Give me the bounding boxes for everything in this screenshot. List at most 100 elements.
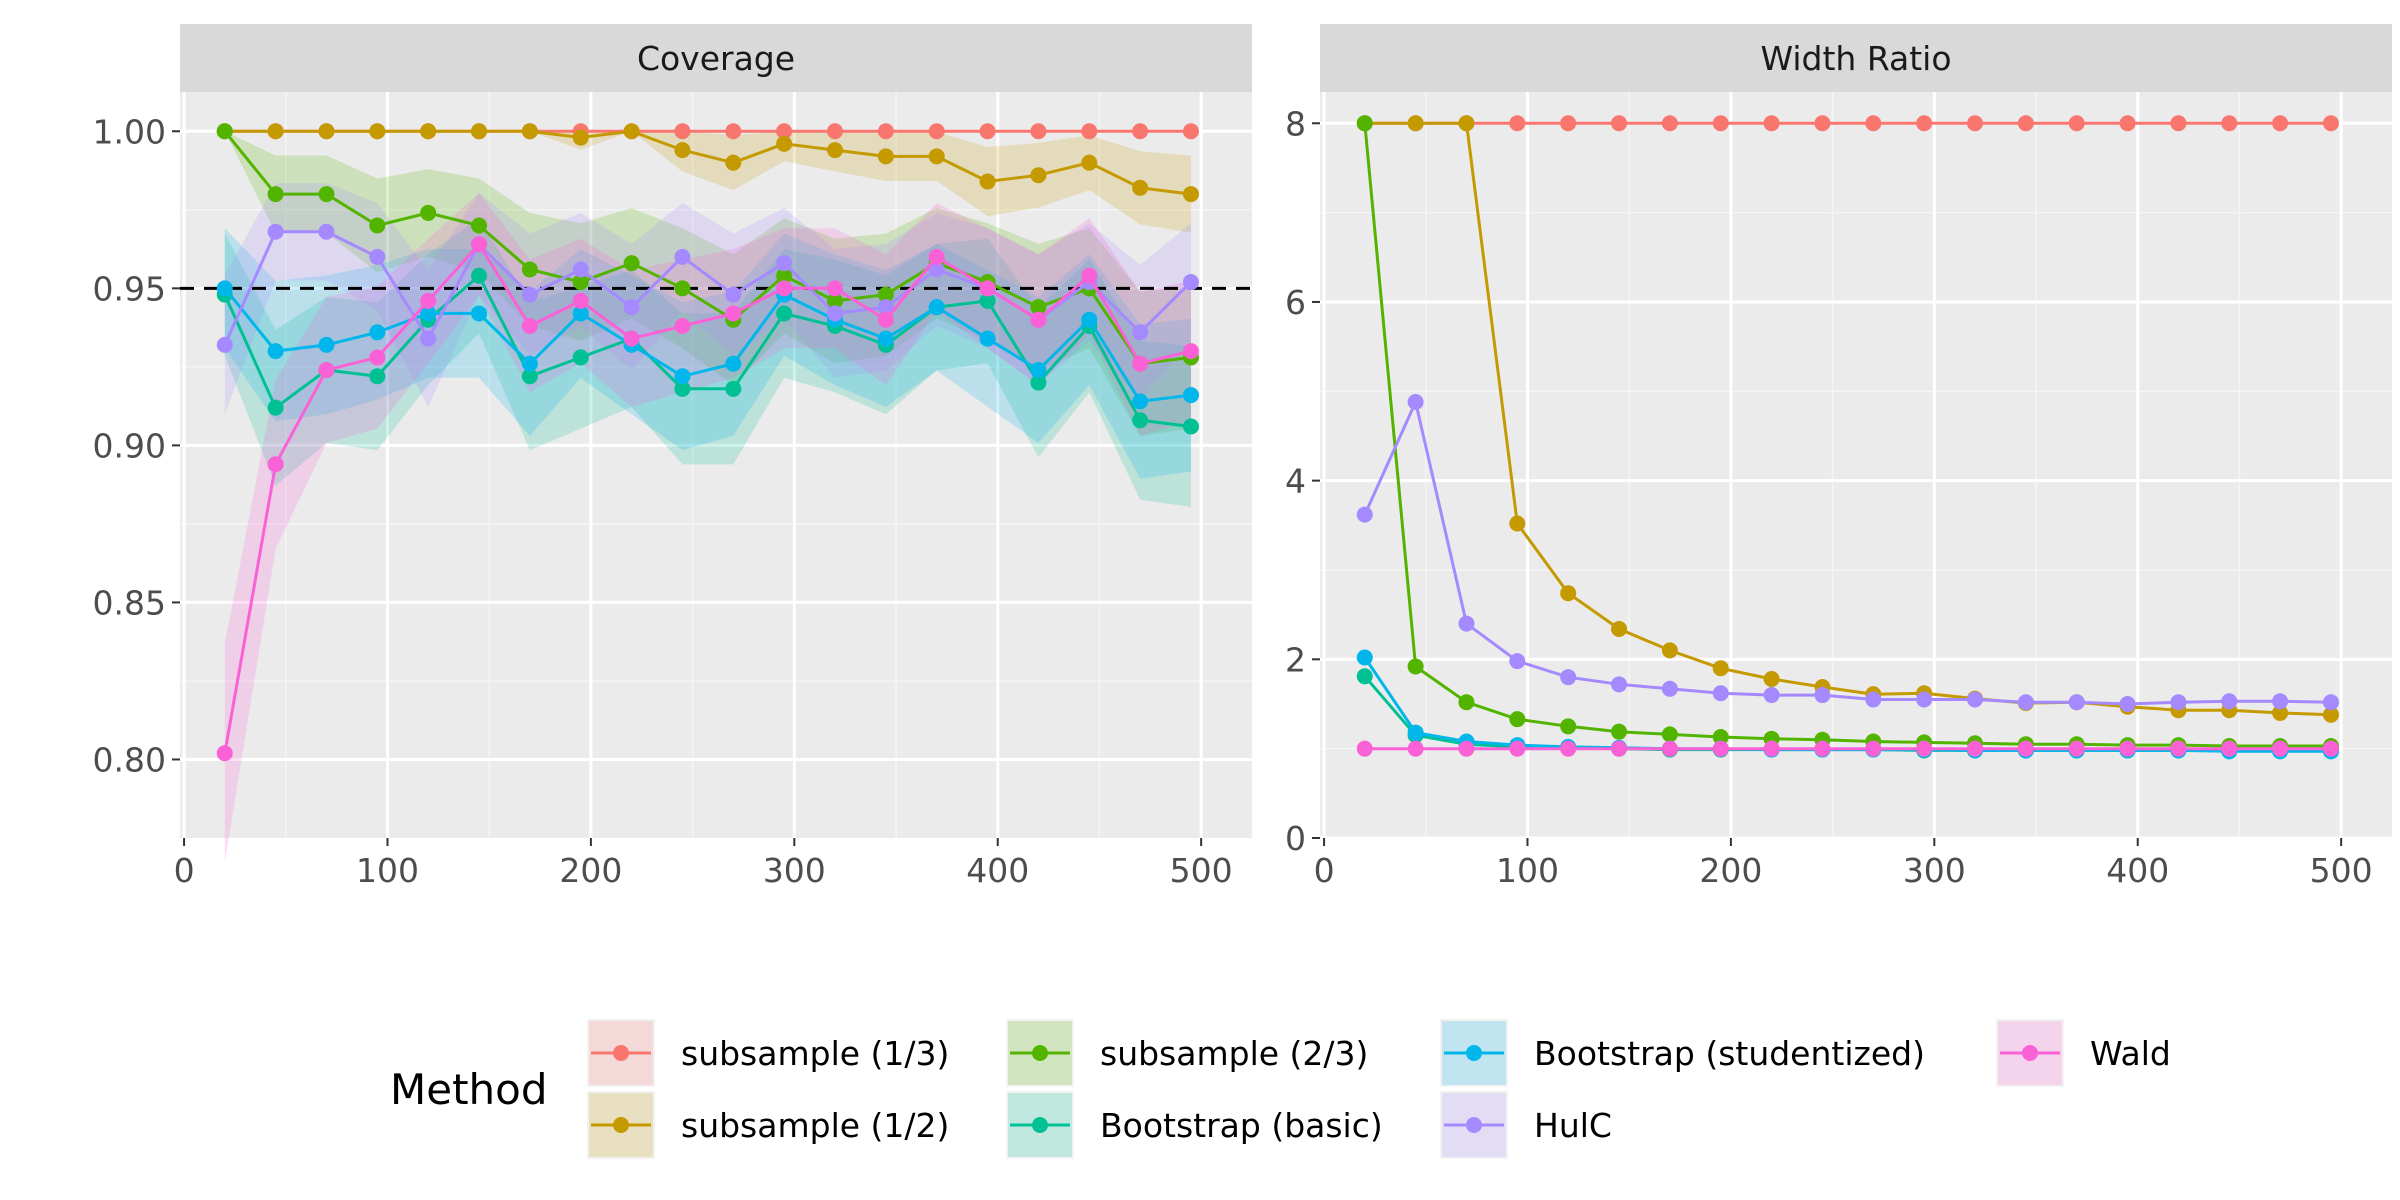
- data-point: [318, 223, 335, 240]
- data-point: [267, 123, 284, 140]
- data-point: [1916, 115, 1933, 132]
- confidence-band: [224, 183, 1192, 415]
- data-point: [1916, 691, 1933, 708]
- series-bootstrap-studentized: [216, 280, 1199, 410]
- data-point: [674, 142, 691, 159]
- data-point: [1182, 186, 1199, 203]
- data-point: [1356, 668, 1373, 685]
- data-point: [1081, 154, 1098, 171]
- series-wald: [1356, 740, 2339, 757]
- data-point: [674, 123, 691, 140]
- data-point: [2119, 740, 2136, 757]
- x-tick-label: 400: [2106, 851, 2169, 890]
- data-point: [369, 217, 386, 234]
- data-point: [1030, 311, 1047, 328]
- data-point: [979, 123, 996, 140]
- data-point: [1132, 355, 1149, 372]
- legend-label: subsample (2/3): [1100, 1034, 1368, 1073]
- data-point: [725, 380, 742, 397]
- series-hulc: [1356, 394, 2339, 712]
- data-point: [420, 305, 437, 322]
- data-point: [1560, 740, 1577, 757]
- data-point: [1712, 115, 1729, 132]
- y-tick-label: 8: [1285, 104, 1306, 143]
- data-point: [420, 330, 437, 347]
- legend-title: Method: [390, 1065, 548, 1114]
- data-point: [1865, 115, 1882, 132]
- data-point: [1182, 343, 1199, 360]
- data-point: [725, 286, 742, 303]
- facet-title: Width Ratio: [1760, 39, 1951, 78]
- data-point: [1916, 740, 1933, 757]
- data-point: [216, 745, 233, 762]
- data-point: [369, 248, 386, 265]
- data-point: [1966, 691, 1983, 708]
- data-point: [1763, 687, 1780, 704]
- panel-background: [1320, 92, 2392, 838]
- data-point: [1661, 642, 1678, 659]
- data-point: [1030, 123, 1047, 140]
- data-point: [1407, 658, 1424, 675]
- legend-item: HulC: [1440, 1091, 1612, 1159]
- series-subsample-1-3: [1356, 115, 2339, 132]
- data-point: [1611, 620, 1628, 637]
- data-point: [1865, 691, 1882, 708]
- data-point: [1966, 115, 1983, 132]
- x-tick-label: 100: [1496, 851, 1559, 890]
- legend-key-point: [613, 1045, 629, 1061]
- data-point: [1611, 115, 1628, 132]
- data-point: [2170, 115, 2187, 132]
- data-point: [826, 292, 843, 309]
- series-line: [1364, 121, 2332, 717]
- data-point: [267, 186, 284, 203]
- legend: Method subsample (1/3)subsample (1/2)sub…: [390, 1019, 2171, 1159]
- series-line: [223, 287, 1192, 404]
- data-point: [1661, 740, 1678, 757]
- data-point: [369, 123, 386, 140]
- data-point: [877, 286, 894, 303]
- data-point: [1509, 740, 1526, 757]
- data-point: [1865, 740, 1882, 757]
- data-point: [2322, 706, 2339, 723]
- data-point: [1560, 718, 1577, 735]
- data-point: [1356, 115, 1373, 132]
- data-point: [2068, 694, 2085, 711]
- data-point: [318, 186, 335, 203]
- data-point: [2068, 115, 2085, 132]
- data-point: [267, 456, 284, 473]
- data-point: [1763, 670, 1780, 687]
- data-point: [979, 280, 996, 297]
- data-point: [928, 123, 945, 140]
- data-point: [318, 361, 335, 378]
- data-point: [877, 311, 894, 328]
- data-point: [521, 355, 538, 372]
- series-line: [223, 273, 1192, 428]
- data-point: [877, 123, 894, 140]
- data-point: [623, 330, 640, 347]
- data-point: [674, 280, 691, 297]
- data-point: [1132, 324, 1149, 341]
- confidence-band: [224, 193, 1192, 863]
- data-point: [1611, 723, 1628, 740]
- data-point: [1814, 115, 1831, 132]
- data-point: [572, 129, 589, 146]
- data-point: [826, 123, 843, 140]
- data-point: [674, 368, 691, 385]
- legend-label: Wald: [2090, 1034, 2171, 1073]
- data-point: [1182, 274, 1199, 291]
- series-line: [1363, 123, 2331, 748]
- data-point: [420, 204, 437, 221]
- data-point: [369, 349, 386, 366]
- data-point: [776, 305, 793, 322]
- data-point: [1356, 506, 1373, 523]
- data-point: [623, 255, 640, 272]
- confidence-band: [224, 131, 1192, 233]
- data-point: [572, 305, 589, 322]
- panel-coverage: Coverage 0 100 200 300 400 500 0.80 0.85 0.90 0.95…: [93, 24, 1252, 890]
- legend-item: subsample (2/3): [1006, 1019, 1368, 1087]
- data-point: [318, 336, 335, 353]
- data-point: [2017, 115, 2034, 132]
- data-point: [1182, 418, 1199, 435]
- series-group: [216, 123, 1199, 762]
